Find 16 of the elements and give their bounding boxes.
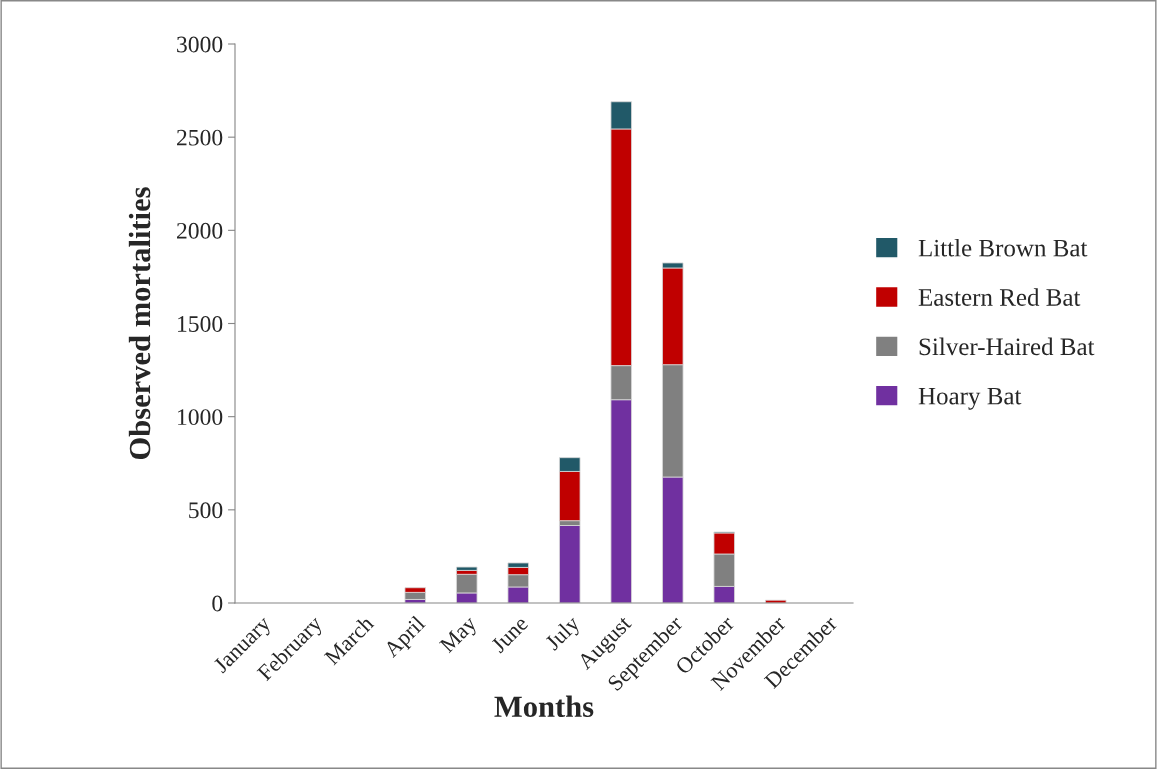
y-tick-label: 0 [212,595,223,612]
x-tick-label: June [490,615,529,654]
legend-label: Hoary Bat [918,387,1022,410]
y-tick-label: 2000 [177,222,223,239]
x-axis-title: Months [494,695,594,718]
x-tick-label: May [438,614,481,657]
y-tick-label: 2500 [177,129,223,146]
y-tick-label: 3000 [177,36,223,53]
y-tick-label: 1000 [178,409,223,426]
y-tick-label: 500 [189,502,223,519]
x-tick-label: July [543,614,584,655]
y-tick-label: 1500 [178,315,223,332]
legend-label: Eastern Red Bat [918,288,1081,306]
y-axis-title: Observed mortalities [128,187,151,460]
legend-label: Little Brown Bat [918,238,1088,257]
legend-label: Silver-Haired Bat [919,337,1095,356]
